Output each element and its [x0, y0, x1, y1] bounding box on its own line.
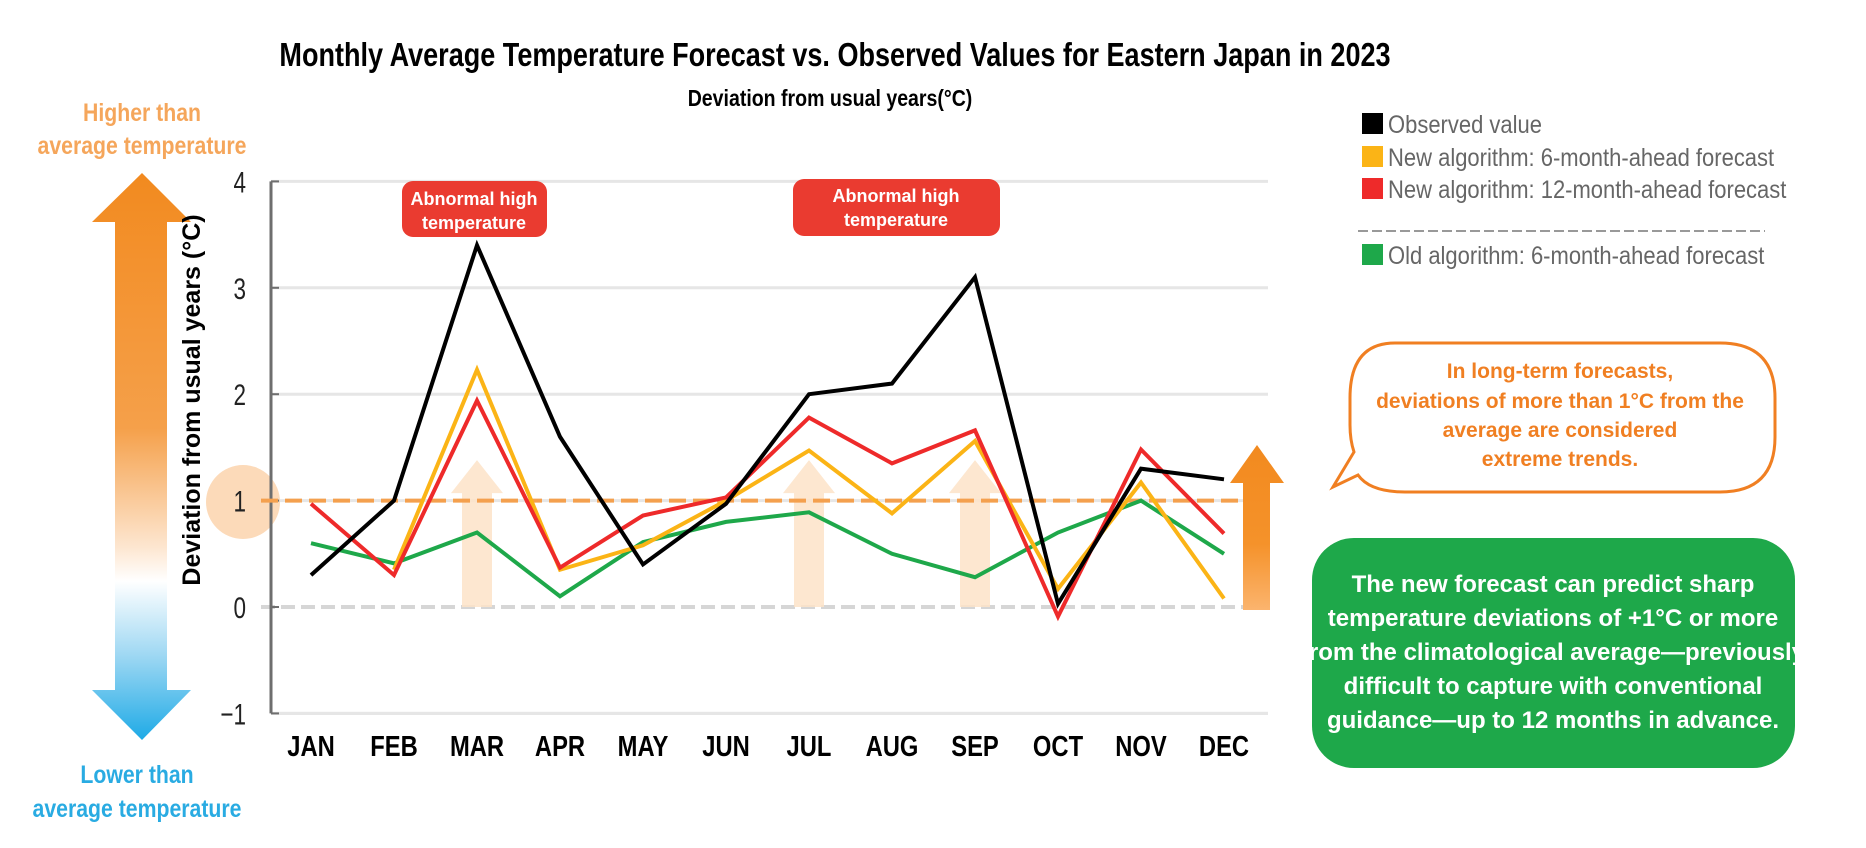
x-tick-label: FEB [370, 730, 418, 763]
y-tick-label: 4 [233, 165, 246, 199]
chart-subtitle: Deviation from usual years(°C) [688, 86, 973, 112]
legend: Observed value New algorithm: 6-month-ahe… [1358, 111, 1787, 270]
y-tick-labels: 4 3 2 1 0 −1 [220, 165, 246, 731]
x-tick-label: JUN [702, 730, 750, 763]
legend-label: Old algorithm: 6-month-ahead forecast [1388, 242, 1765, 270]
callout-line4: extreme trends. [1482, 448, 1638, 471]
highlight-arrow-sep-icon [949, 460, 1001, 607]
series-line-2 [309, 396, 1226, 622]
legend-label: New algorithm: 6-month-ahead forecast [1388, 144, 1775, 172]
note-line5: guidance—up to 12 months in advance. [1327, 707, 1779, 734]
y-tick-label: 1 [233, 484, 246, 518]
legend-label: New algorithm: 12-month-ahead forecast [1388, 176, 1787, 204]
abnormal-badge-2: Abnormal high temperature [793, 179, 1000, 236]
y-tick-label: 2 [233, 378, 246, 412]
x-tick-label: JUL [787, 730, 832, 763]
note-line1: The new forecast can predict sharp [1352, 571, 1755, 598]
badge-2-line1: Abnormal high [833, 186, 960, 206]
x-tick-label: DEC [1199, 730, 1249, 763]
badge-2-line2: temperature [844, 210, 948, 230]
lower-label-line2: average temperature [33, 794, 242, 822]
x-tick-labels: JAN FEB MAR APR MAY JUN JUL AUG SEP OCT NOV DEC [287, 730, 1249, 763]
x-tick-label: AUG [866, 730, 919, 763]
higher-label-line1: Higher than [83, 98, 201, 126]
legend-swatch [1362, 146, 1383, 167]
x-tick-label: OCT [1033, 730, 1083, 763]
temperature-scale-arrow-icon [92, 173, 191, 740]
y-tick-label: 3 [233, 272, 246, 306]
threshold-callout: In long-term forecasts, deviations of mo… [1329, 341, 1777, 494]
series-line-0 [309, 239, 1225, 609]
legend-swatch [1362, 244, 1383, 265]
side-scale: Higher than average temperature Lower th… [33, 98, 247, 822]
note-line2: temperature deviations of +1°C or more [1328, 605, 1778, 632]
legend-swatch [1362, 113, 1383, 134]
y-axis-label: Deviation from usual years (°C) [178, 214, 206, 585]
extreme-trend-arrow-icon [1230, 445, 1284, 610]
note-line4: difficult to capture with conventional [1344, 673, 1763, 700]
higher-label-line2: average temperature [38, 131, 247, 159]
x-tick-label: NOV [1115, 730, 1167, 763]
x-tick-label: APR [535, 730, 585, 763]
callout-line3: average are considered [1443, 419, 1678, 442]
lower-label-line1: Lower than [80, 760, 193, 788]
badge-1-line2: temperature [422, 213, 526, 233]
legend-label: Observed value [1388, 111, 1542, 139]
callout-line1: In long-term forecasts, [1447, 360, 1673, 383]
legend-swatch [1362, 178, 1383, 199]
chart-title: Monthly Average Temperature Forecast vs.… [279, 38, 1390, 74]
abnormal-badge-1: Abnormal high temperature [402, 181, 547, 237]
series-line-3 [310, 498, 1226, 599]
highlight-arrow-jul-icon [783, 460, 835, 607]
y-tick-label: −1 [220, 697, 246, 731]
series-lines [309, 239, 1226, 622]
x-tick-label: JAN [287, 730, 335, 763]
summary-note: The new forecast can predict sharp tempe… [1301, 538, 1806, 768]
x-tick-label: MAR [450, 730, 504, 763]
axes [269, 180, 279, 715]
callout-line2: deviations of more than 1°C from the [1376, 390, 1744, 413]
highlight-arrows [451, 460, 1001, 607]
threshold-marker-circle [206, 465, 280, 539]
y-tick-label: 0 [233, 591, 246, 625]
x-tick-label: SEP [951, 730, 999, 763]
note-line3: from the climatological average—previous… [1301, 639, 1806, 666]
x-tick-label: MAY [618, 730, 669, 763]
badge-1-line1: Abnormal high [411, 189, 538, 209]
